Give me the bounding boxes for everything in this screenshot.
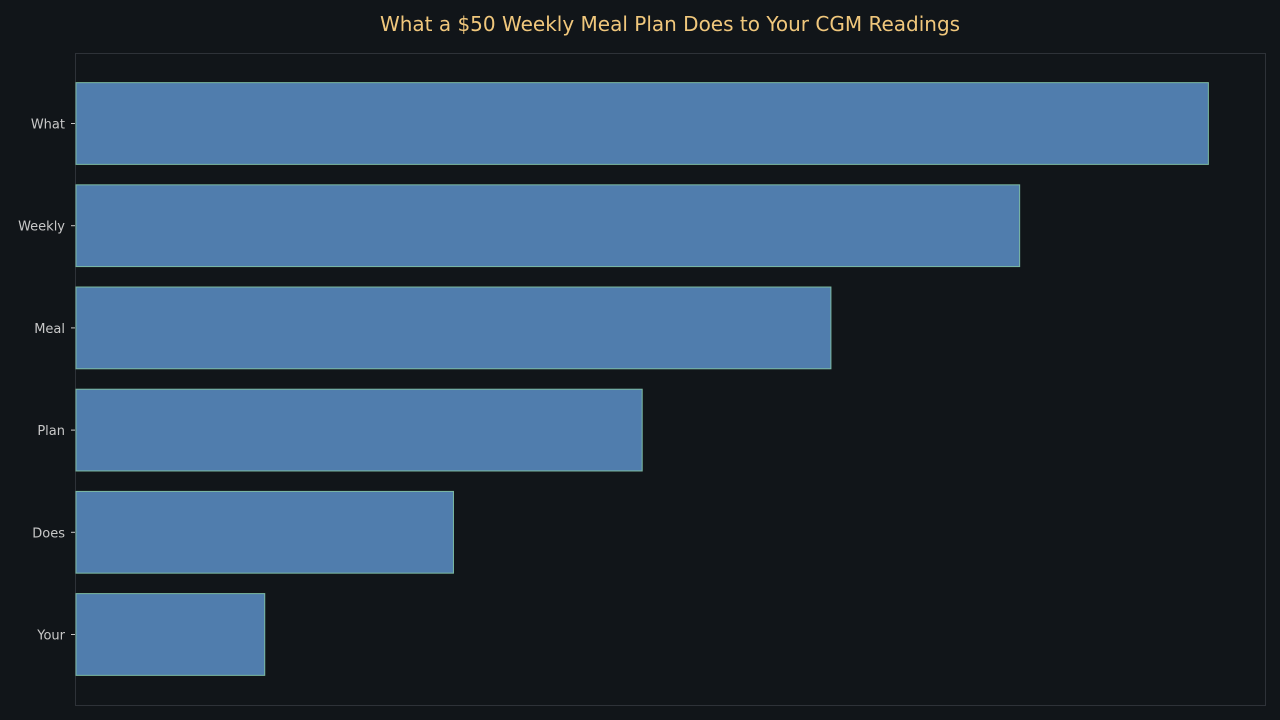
y-tick-label: Meal (34, 322, 65, 337)
bar-plan (75, 388, 643, 472)
y-tick-label: Plan (37, 424, 65, 439)
chart-title: What a $50 Weekly Meal Plan Does to Your… (380, 12, 960, 36)
bar-weekly (75, 184, 1021, 268)
bar-what (75, 82, 1209, 165)
bar-does (75, 490, 454, 574)
y-tick-label: Weekly (18, 220, 65, 235)
axes-frame (75, 53, 1266, 706)
y-tick-label: Does (32, 526, 65, 541)
y-tick-label: Your (36, 628, 65, 643)
bar-your (75, 593, 266, 676)
bar-meal (75, 286, 832, 370)
y-tick-label: What (31, 118, 65, 133)
